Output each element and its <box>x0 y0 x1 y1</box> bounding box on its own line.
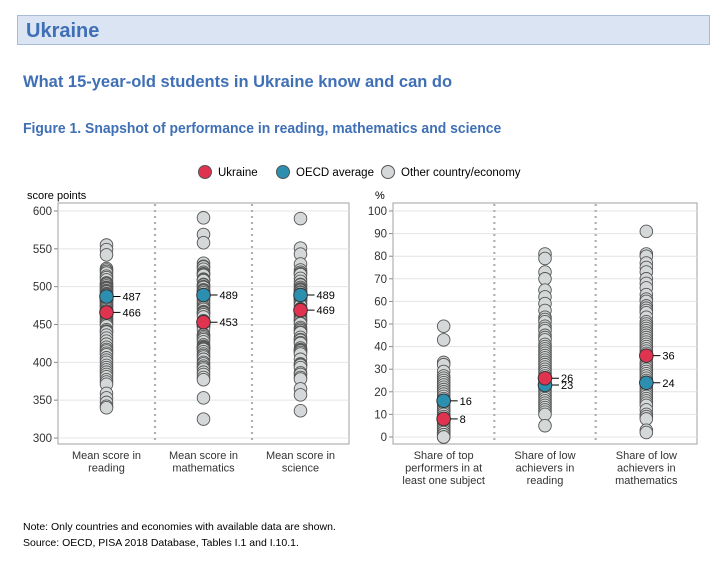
data-label-ukraine: 8 <box>460 414 466 426</box>
y-axis-label-1: % <box>375 190 385 202</box>
point-other <box>196 391 211 405</box>
data-label-ukraine: 453 <box>220 317 238 329</box>
legend-label-1: OECD average <box>296 167 374 179</box>
y-tick-label: 60 <box>374 296 387 308</box>
legend-marker-1 <box>276 165 290 179</box>
point-other <box>538 418 552 433</box>
category-label: reading <box>527 475 564 487</box>
point-oecd-average <box>436 393 451 409</box>
y-tick-label: 90 <box>374 229 387 241</box>
point-ukraine <box>99 305 114 320</box>
y-tick-label: 100 <box>368 206 387 218</box>
point-other <box>538 251 552 266</box>
data-label-oecd: 487 <box>123 292 141 304</box>
data-label-ukraine: 36 <box>662 351 674 363</box>
point-other <box>99 248 114 262</box>
category-label: Mean score in <box>72 450 141 462</box>
country-title: Ukraine <box>26 20 100 42</box>
point-ukraine <box>436 411 451 427</box>
category-label: science <box>282 463 319 475</box>
data-label-oecd: 23 <box>561 380 573 392</box>
category-label: Mean score in <box>169 450 238 462</box>
y-tick-label: 70 <box>374 274 387 286</box>
point-oecd-average <box>99 289 114 304</box>
point-other <box>293 388 308 402</box>
point-other <box>639 425 654 440</box>
category-label: Share of low <box>616 450 677 462</box>
category-label: Share of top <box>414 450 474 462</box>
point-ukraine <box>639 348 654 363</box>
category-label: least one subject <box>402 475 485 487</box>
y-tick-label: 30 <box>374 364 387 376</box>
point-other <box>436 333 451 347</box>
point-ukraine <box>196 314 211 330</box>
category-label: achievers in <box>617 463 676 475</box>
figure-title: Figure 1. Snapshot of performance in rea… <box>23 120 502 137</box>
point-other <box>538 272 552 286</box>
point-other <box>436 319 451 334</box>
point-other <box>639 224 654 239</box>
y-tick-label: 350 <box>33 395 52 407</box>
point-ukraine <box>537 370 553 386</box>
legend-marker-0 <box>198 165 212 179</box>
y-tick-label: 40 <box>374 342 387 354</box>
y-tick-label: 550 <box>33 244 52 256</box>
legend-label-2: Other country/economy <box>401 167 521 179</box>
point-other <box>196 236 211 250</box>
category-label: mathematics <box>615 475 678 487</box>
point-other <box>436 430 451 444</box>
y-tick-label: 80 <box>374 251 387 263</box>
point-other <box>293 404 308 418</box>
page-subtitle: What 15-year-old students in Ukraine kno… <box>23 73 453 91</box>
point-other <box>196 372 211 387</box>
data-label-ukraine: 26 <box>561 373 573 385</box>
category-label: Share of low <box>514 450 575 462</box>
data-label-oecd: 16 <box>460 396 472 408</box>
data-label-oecd: 489 <box>220 290 238 302</box>
y-tick-label: 10 <box>374 409 387 421</box>
category-label: performers in at <box>405 463 482 475</box>
y-tick-label: 20 <box>374 387 387 399</box>
category-label: Mean score in <box>266 450 335 462</box>
chart-note: Note: Only countries and economies with … <box>23 521 336 533</box>
data-label-oecd: 489 <box>317 290 335 302</box>
point-oecd-average <box>293 287 308 303</box>
category-label: achievers in <box>516 463 575 475</box>
data-label-oecd: 24 <box>662 378 674 390</box>
chart-source: Source: OECD, PISA 2018 Database, Tables… <box>23 537 299 549</box>
y-tick-label: 300 <box>33 433 52 445</box>
y-tick-label: 50 <box>374 319 387 331</box>
point-other <box>196 412 211 426</box>
legend-label-0: Ukraine <box>218 167 258 179</box>
legend-marker-2 <box>381 165 395 179</box>
point-other <box>639 412 654 426</box>
point-oecd-average <box>196 287 211 303</box>
y-tick-label: 500 <box>33 282 52 294</box>
point-other <box>293 211 308 226</box>
y-axis-label-0: score points <box>27 190 87 202</box>
point-other <box>99 400 114 415</box>
point-ukraine <box>293 302 308 318</box>
category-label: mathematics <box>172 463 235 475</box>
category-label: reading <box>88 463 125 475</box>
y-tick-label: 600 <box>33 206 52 218</box>
y-tick-label: 400 <box>33 357 52 369</box>
point-oecd-average <box>639 375 654 391</box>
y-tick-label: 450 <box>33 320 52 332</box>
point-other <box>538 407 552 422</box>
data-label-ukraine: 469 <box>317 305 335 317</box>
country-header: Ukraine <box>17 15 710 45</box>
y-tick-label: 0 <box>381 432 387 444</box>
data-label-ukraine: 466 <box>123 307 141 319</box>
point-other <box>196 211 211 225</box>
